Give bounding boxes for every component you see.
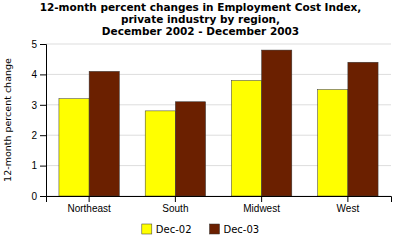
x-tick-label: Northeast [67, 203, 111, 214]
legend-swatch [142, 224, 152, 234]
title-line: 12-month percent changes in Employment C… [40, 1, 362, 13]
y-tick-mark [40, 135, 46, 136]
x-tick: Midwest [243, 196, 280, 214]
y-tick-label: 5 [31, 39, 37, 50]
y-tick-label: 0 [31, 191, 37, 202]
bar [318, 90, 348, 196]
x-tick-mark [89, 196, 90, 202]
x-tick-mark [175, 196, 176, 202]
y-tick: 3 [31, 100, 46, 111]
y-tick-mark [40, 44, 46, 45]
y-axis: 0 1 2 3 4 5 [31, 39, 46, 202]
y-tick-mark [40, 74, 46, 75]
y-tick-label: 2 [31, 130, 37, 141]
legend-label: Dec-02 [156, 224, 192, 235]
bars [59, 50, 378, 196]
y-tick-mark [40, 105, 46, 106]
bar [231, 80, 261, 196]
chart: 12-month percent changes in Employment C… [0, 0, 401, 238]
x-axis: Northeast South Midwest West [47, 196, 392, 214]
bar [145, 111, 175, 196]
legend-item: Dec-03 [210, 224, 260, 235]
series [89, 50, 378, 196]
bar [89, 71, 119, 196]
x-axis-line [47, 197, 392, 203]
x-tick-label: Midwest [243, 203, 280, 214]
legend-item: Dec-02 [142, 224, 192, 235]
y-label: 12-month percent change [2, 58, 13, 182]
x-tick: West [337, 196, 360, 214]
y-tick-label: 4 [31, 69, 37, 80]
x-tick-label: West [337, 203, 360, 214]
bar [59, 99, 89, 196]
x-tick: Northeast [67, 196, 111, 214]
legend-swatch [210, 224, 220, 234]
legend: Dec-02 Dec-03 [142, 224, 259, 235]
y-tick-mark [40, 166, 46, 167]
title-line: private industry by region, [121, 13, 280, 25]
y-tick: 2 [31, 130, 46, 141]
x-tick-mark [347, 196, 348, 202]
y-tick: 4 [31, 69, 46, 80]
y-tick-label: 3 [31, 100, 37, 111]
title: 12-month percent changes in Employment C… [40, 1, 362, 37]
y-tick: 1 [31, 160, 46, 171]
y-axis-line [40, 45, 47, 197]
title-line: December 2002 - December 2003 [102, 25, 299, 37]
bar [348, 62, 378, 196]
bar [262, 50, 292, 196]
x-tick-label: South [162, 203, 188, 214]
y-tick: 5 [31, 39, 46, 50]
y-tick-label: 1 [31, 160, 37, 171]
plot: 0 1 2 3 4 5 Northeast South Midwest West [31, 39, 391, 214]
x-tick-mark [261, 196, 262, 202]
legend-label: Dec-03 [224, 224, 260, 235]
grid-line [46, 44, 391, 45]
grid [46, 44, 391, 196]
y-tick: 0 [31, 191, 46, 202]
x-tick: South [162, 196, 188, 214]
y-tick-mark [40, 196, 46, 197]
bar [175, 102, 205, 196]
